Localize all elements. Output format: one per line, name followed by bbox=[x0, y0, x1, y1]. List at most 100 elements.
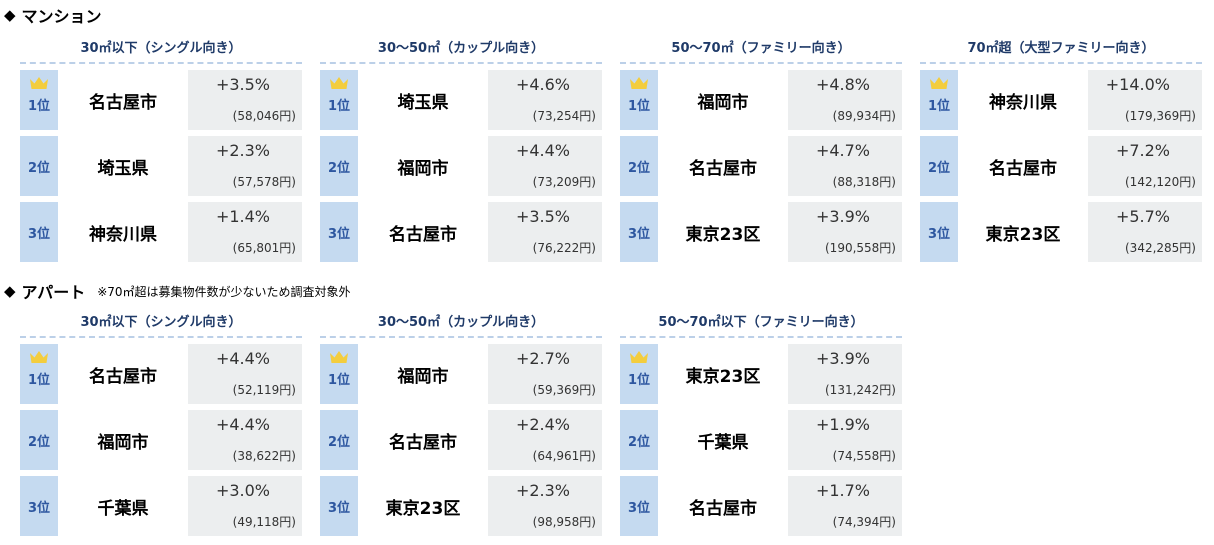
rank-badge: 1位 bbox=[620, 70, 658, 130]
ranking-panel: 30㎡以下（シングル向き） 1位 名古屋市 +4.4% (52,119円) 2位 福岡市 +4… bbox=[20, 310, 302, 536]
ranking-panel: 50～70㎡以下（ファミリー向き） 1位 東京23区 +3.9% (131,242円) 2… bbox=[620, 310, 902, 536]
rank-label: 2位 bbox=[627, 160, 651, 176]
city-name: 神奈川県 bbox=[58, 202, 188, 262]
crown-icon bbox=[330, 77, 348, 89]
crown-icon bbox=[930, 77, 948, 89]
ranking-row: 2位 福岡市 +4.4% (73,209円) bbox=[320, 136, 602, 196]
rank-badge: 2位 bbox=[320, 136, 358, 196]
increase-rate: +2.7% bbox=[515, 349, 570, 368]
city-name: 名古屋市 bbox=[958, 136, 1088, 196]
increase-rate: +5.7% bbox=[1115, 207, 1170, 226]
panel-header: 30㎡以下（シングル向き） bbox=[20, 36, 302, 64]
rank-badge: 2位 bbox=[920, 136, 958, 196]
average-rent: (58,046円) bbox=[232, 109, 296, 123]
ranking-row: 2位 名古屋市 +7.2% (142,120円) bbox=[920, 136, 1202, 196]
crown-icon bbox=[330, 351, 348, 363]
value-area: +1.4% (65,801円) bbox=[188, 202, 302, 262]
ranking-row: 2位 埼玉県 +2.3% (57,578円) bbox=[20, 136, 302, 196]
city-name: 千葉県 bbox=[658, 410, 788, 470]
panel-header: 30～50㎡（カップル向き） bbox=[320, 36, 602, 64]
average-rent: (131,242円) bbox=[825, 383, 896, 397]
value-area: +4.4% (73,209円) bbox=[488, 136, 602, 196]
rank-badge: 3位 bbox=[20, 476, 58, 536]
increase-rate: +14.0% bbox=[1105, 75, 1170, 94]
rank-label: 3位 bbox=[927, 226, 951, 242]
average-rent: (49,118円) bbox=[232, 515, 296, 529]
increase-rate: +4.4% bbox=[515, 141, 570, 160]
rank-label: 3位 bbox=[27, 500, 51, 516]
increase-rate: +2.4% bbox=[515, 415, 570, 434]
rank-label: 3位 bbox=[327, 500, 351, 516]
average-rent: (74,394円) bbox=[832, 515, 896, 529]
rank-label: 2位 bbox=[327, 434, 351, 450]
city-name: 福岡市 bbox=[658, 70, 788, 130]
section-title-text: アパート bbox=[21, 283, 86, 302]
value-area: +2.4% (64,961円) bbox=[488, 410, 602, 470]
panel-header: 30㎡以下（シングル向き） bbox=[20, 310, 302, 338]
average-rent: (73,209円) bbox=[532, 175, 596, 189]
value-area: +2.7% (59,369円) bbox=[488, 344, 602, 404]
crown-icon bbox=[630, 77, 648, 89]
value-area: +4.6% (73,254円) bbox=[488, 70, 602, 130]
value-area: +4.4% (38,622円) bbox=[188, 410, 302, 470]
rank-badge: 3位 bbox=[620, 476, 658, 536]
increase-rate: +1.7% bbox=[815, 481, 870, 500]
rank-label: 3位 bbox=[27, 226, 51, 242]
value-area: +2.3% (98,958円) bbox=[488, 476, 602, 536]
ranking-panel: 50～70㎡（ファミリー向き） 1位 福岡市 +4.8% (89,934円) 2位 名古屋市… bbox=[620, 36, 902, 262]
increase-rate: +2.3% bbox=[215, 141, 270, 160]
increase-rate: +3.0% bbox=[215, 481, 270, 500]
city-name: 名古屋市 bbox=[358, 202, 488, 262]
city-name: 埼玉県 bbox=[58, 136, 188, 196]
city-name: 福岡市 bbox=[358, 344, 488, 404]
increase-rate: +4.6% bbox=[515, 75, 570, 94]
ranking-row: 3位 名古屋市 +3.5% (76,222円) bbox=[320, 202, 602, 262]
rank-label: 3位 bbox=[327, 226, 351, 242]
city-name: 名古屋市 bbox=[58, 70, 188, 130]
average-rent: (179,369円) bbox=[1125, 109, 1196, 123]
increase-rate: +4.4% bbox=[215, 349, 270, 368]
rank-label: 3位 bbox=[627, 226, 651, 242]
average-rent: (59,369円) bbox=[532, 383, 596, 397]
value-area: +4.7% (88,318円) bbox=[788, 136, 902, 196]
increase-rate: +3.9% bbox=[815, 207, 870, 226]
value-area: +3.5% (58,046円) bbox=[188, 70, 302, 130]
value-area: +3.9% (131,242円) bbox=[788, 344, 902, 404]
average-rent: (98,958円) bbox=[532, 515, 596, 529]
rank-badge: 2位 bbox=[620, 136, 658, 196]
panel-header: 30～50㎡（カップル向き） bbox=[320, 310, 602, 338]
city-name: 名古屋市 bbox=[358, 410, 488, 470]
rank-badge: 3位 bbox=[920, 202, 958, 262]
ranking-row: 2位 福岡市 +4.4% (38,622円) bbox=[20, 410, 302, 470]
ranking-row: 2位 千葉県 +1.9% (74,558円) bbox=[620, 410, 902, 470]
ranking-row: 3位 神奈川県 +1.4% (65,801円) bbox=[20, 202, 302, 262]
average-rent: (190,558円) bbox=[825, 241, 896, 255]
mansion-section-title: ◆ マンション bbox=[4, 3, 102, 27]
ranking-row: 1位 名古屋市 +4.4% (52,119円) bbox=[20, 344, 302, 404]
value-area: +3.9% (190,558円) bbox=[788, 202, 902, 262]
diamond-icon: ◆ bbox=[4, 6, 16, 24]
average-rent: (52,119円) bbox=[232, 383, 296, 397]
rank-label: 2位 bbox=[627, 434, 651, 450]
ranking-row: 3位 千葉県 +3.0% (49,118円) bbox=[20, 476, 302, 536]
ranking-row: 3位 東京23区 +2.3% (98,958円) bbox=[320, 476, 602, 536]
average-rent: (57,578円) bbox=[232, 175, 296, 189]
city-name: 埼玉県 bbox=[358, 70, 488, 130]
average-rent: (342,285円) bbox=[1125, 241, 1196, 255]
rank-label: 1位 bbox=[327, 372, 351, 388]
ranking-row: 2位 名古屋市 +4.7% (88,318円) bbox=[620, 136, 902, 196]
rank-badge: 2位 bbox=[20, 136, 58, 196]
increase-rate: +1.4% bbox=[215, 207, 270, 226]
ranking-panel: 70㎡超（大型ファミリー向き） 1位 神奈川県 +14.0% (179,369円) 2位名… bbox=[920, 36, 1202, 262]
crown-icon bbox=[630, 351, 648, 363]
value-area: +2.3% (57,578円) bbox=[188, 136, 302, 196]
value-area: +14.0% (179,369円) bbox=[1088, 70, 1202, 130]
rank-label: 1位 bbox=[927, 98, 951, 114]
rank-label: 1位 bbox=[327, 98, 351, 114]
average-rent: (64,961円) bbox=[532, 449, 596, 463]
rank-badge: 2位 bbox=[620, 410, 658, 470]
increase-rate: +7.2% bbox=[1115, 141, 1170, 160]
city-name: 名古屋市 bbox=[58, 344, 188, 404]
crown-icon bbox=[30, 77, 48, 89]
rank-badge: 1位 bbox=[20, 70, 58, 130]
